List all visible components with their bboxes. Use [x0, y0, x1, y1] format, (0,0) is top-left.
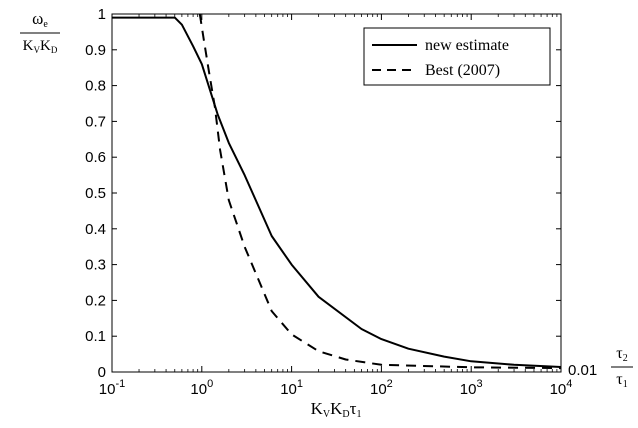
y-tick-label: 0.1	[85, 328, 106, 345]
y-tick-label: 0.5	[85, 185, 106, 202]
y-tick-label: 0.8	[85, 78, 106, 95]
series-line-best-2007	[198, 13, 562, 370]
y-tick-label: 0.2	[85, 292, 106, 309]
x-ticks: 10-1 100 101 102 103 104	[99, 14, 573, 398]
ylabel-denominator: KVKD	[23, 38, 58, 55]
annotation-value: 0.01	[568, 362, 597, 379]
series-layer	[112, 13, 562, 370]
y-tick-label: 0.9	[85, 42, 106, 59]
y-tick-label: 0.7	[85, 113, 106, 130]
x-axis-label: KVKDτ1	[311, 399, 362, 420]
x-tick-label: 104	[550, 378, 573, 398]
y-tick-label: 0	[98, 364, 106, 381]
series-line-new-estimate	[112, 16, 562, 368]
y-axis-label: ωe KVKD	[20, 9, 60, 55]
x-tick-label: 10-1	[99, 378, 125, 398]
legend-label-new-estimate: new estimate	[425, 37, 509, 54]
x-tick-label: 102	[370, 378, 393, 398]
legend-box	[363, 27, 551, 86]
x-tick-label: 103	[460, 378, 483, 398]
y-tick-label: 0.6	[85, 149, 106, 166]
y-tick-label: 0.4	[85, 221, 106, 238]
ylabel-numerator: ωe	[32, 9, 48, 30]
legend-label-best-2007: Best (2007)	[425, 62, 500, 79]
x-tick-label: 101	[280, 378, 303, 398]
annotation-numerator: τ2	[616, 345, 627, 364]
x-tick-label: 100	[190, 378, 213, 398]
y-ticks: 0 0.1 0.2 0.3 0.4 0.5 0.6 0.7 0.8 0.9 1	[85, 6, 561, 381]
y-tick-label: 1	[98, 6, 106, 23]
legend: new estimate Best (2007)	[363, 27, 551, 86]
annotation-denominator: τ1	[616, 371, 627, 390]
right-annotation: 0.01 τ2 τ1	[568, 345, 633, 390]
y-tick-label: 0.3	[85, 257, 106, 274]
